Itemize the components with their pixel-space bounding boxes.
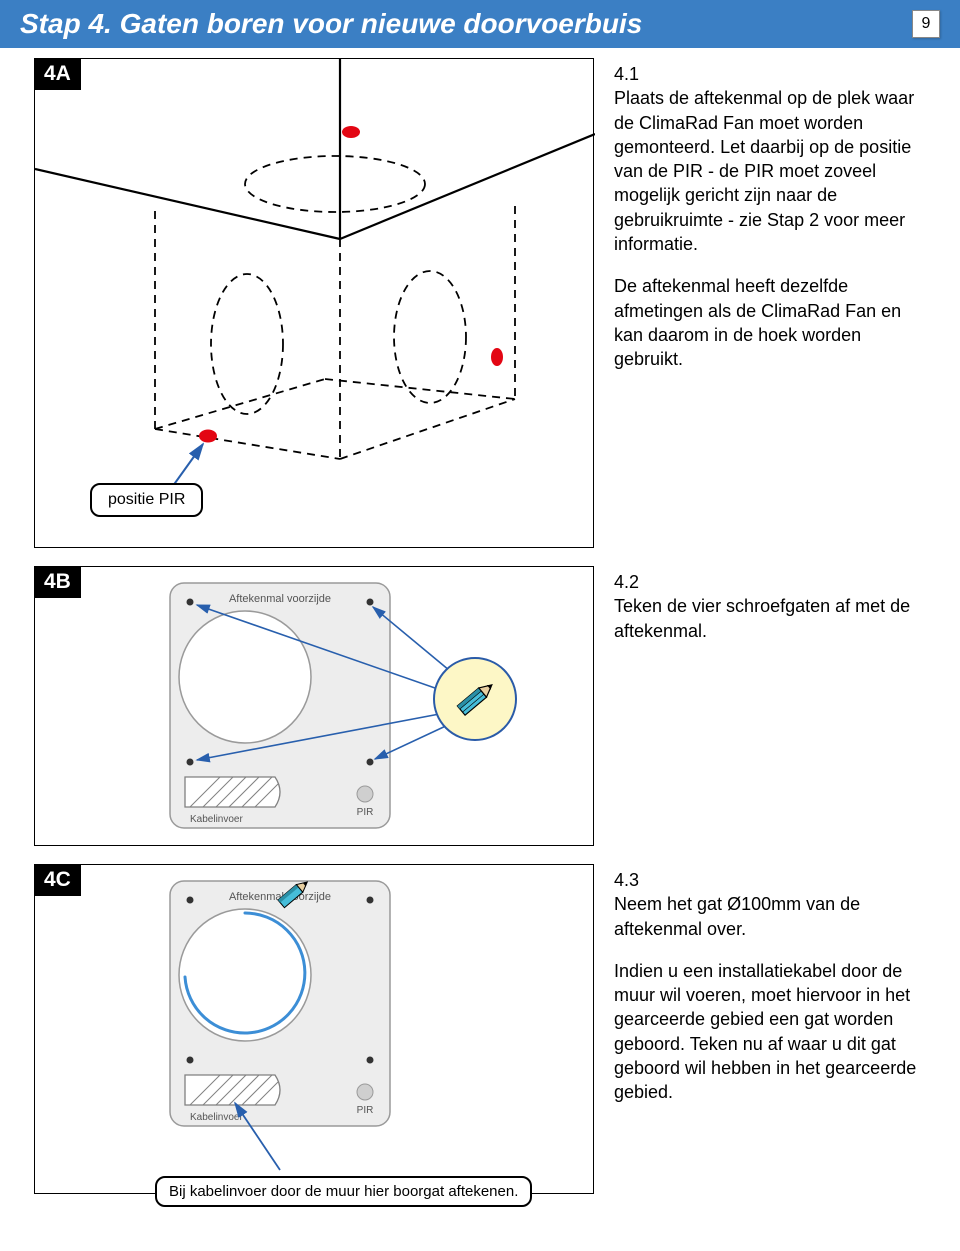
template-title-4b: Aftekenmal voorzijde — [229, 593, 331, 605]
figure-4c-col: 4C Aftekenmal voorzijde — [34, 864, 594, 1194]
figure-label-4c: 4C — [34, 864, 81, 896]
figure-label-4a: 4A — [34, 58, 81, 90]
svg-text:Kabelinvoer: Kabelinvoer — [190, 1112, 243, 1123]
text-4a: 4.1Plaats de aftekenmal op de plek waar … — [614, 58, 926, 390]
text-4b: 4.2Teken de vier schroefgaten af met de … — [614, 566, 926, 661]
page-number: 9 — [912, 10, 940, 38]
figure-4a-col: 4A — [34, 58, 594, 548]
pencil-icon — [447, 671, 503, 727]
callout-positie-pir: positie PIR — [90, 483, 203, 517]
text-4c: 4.3Neem het gat Ø100mm van de aftekenmal… — [614, 864, 926, 1123]
step-4b-row: 4B Aftekenmal voorzijde — [34, 566, 926, 846]
svg-text:PIR: PIR — [357, 1105, 374, 1116]
para-4-3b: Indien u een installatiekabel door de mu… — [614, 959, 926, 1105]
step-4c-row: 4C Aftekenmal voorzijde — [34, 864, 926, 1194]
para-4-3a: Neem het gat Ø100mm van de aftekenmal ov… — [614, 894, 860, 938]
figure-4c: Aftekenmal voorzijde — [34, 864, 594, 1194]
page-title: Stap 4. Gaten boren voor nieuwe doorvoer… — [20, 8, 642, 40]
para-4-2: Teken de vier schroefgaten af met de aft… — [614, 596, 910, 640]
sec-num-4-2: 4.2 — [614, 570, 926, 594]
figure-label-4b: 4B — [34, 566, 81, 598]
para-4-1b: De aftekenmal heeft dezelfde afmetingen … — [614, 274, 926, 371]
pencil-bubble-4b — [433, 657, 517, 741]
figure-4c-svg: Aftekenmal voorzijde — [35, 865, 595, 1195]
figure-4a: positie PIR — [34, 58, 594, 548]
kabel-label-4b: Kabelinvoer — [190, 814, 243, 825]
callout-kabelinvoer: Bij kabelinvoer door de muur hier boorga… — [155, 1176, 532, 1207]
page-header: Stap 4. Gaten boren voor nieuwe doorvoer… — [0, 0, 960, 48]
pir-label-4b: PIR — [357, 807, 374, 818]
sec-num-4-1: 4.1 — [614, 62, 926, 86]
para-4-1a: Plaats de aftekenmal op de plek waar de … — [614, 88, 914, 254]
step-4a-row: 4A — [34, 58, 926, 548]
figure-4b: Aftekenmal voorzijde — [34, 566, 594, 846]
figure-4b-col: 4B Aftekenmal voorzijde — [34, 566, 594, 846]
page-content: 4A — [0, 48, 960, 1242]
sec-num-4-3: 4.3 — [614, 868, 926, 892]
figure-4a-svg — [35, 59, 595, 549]
